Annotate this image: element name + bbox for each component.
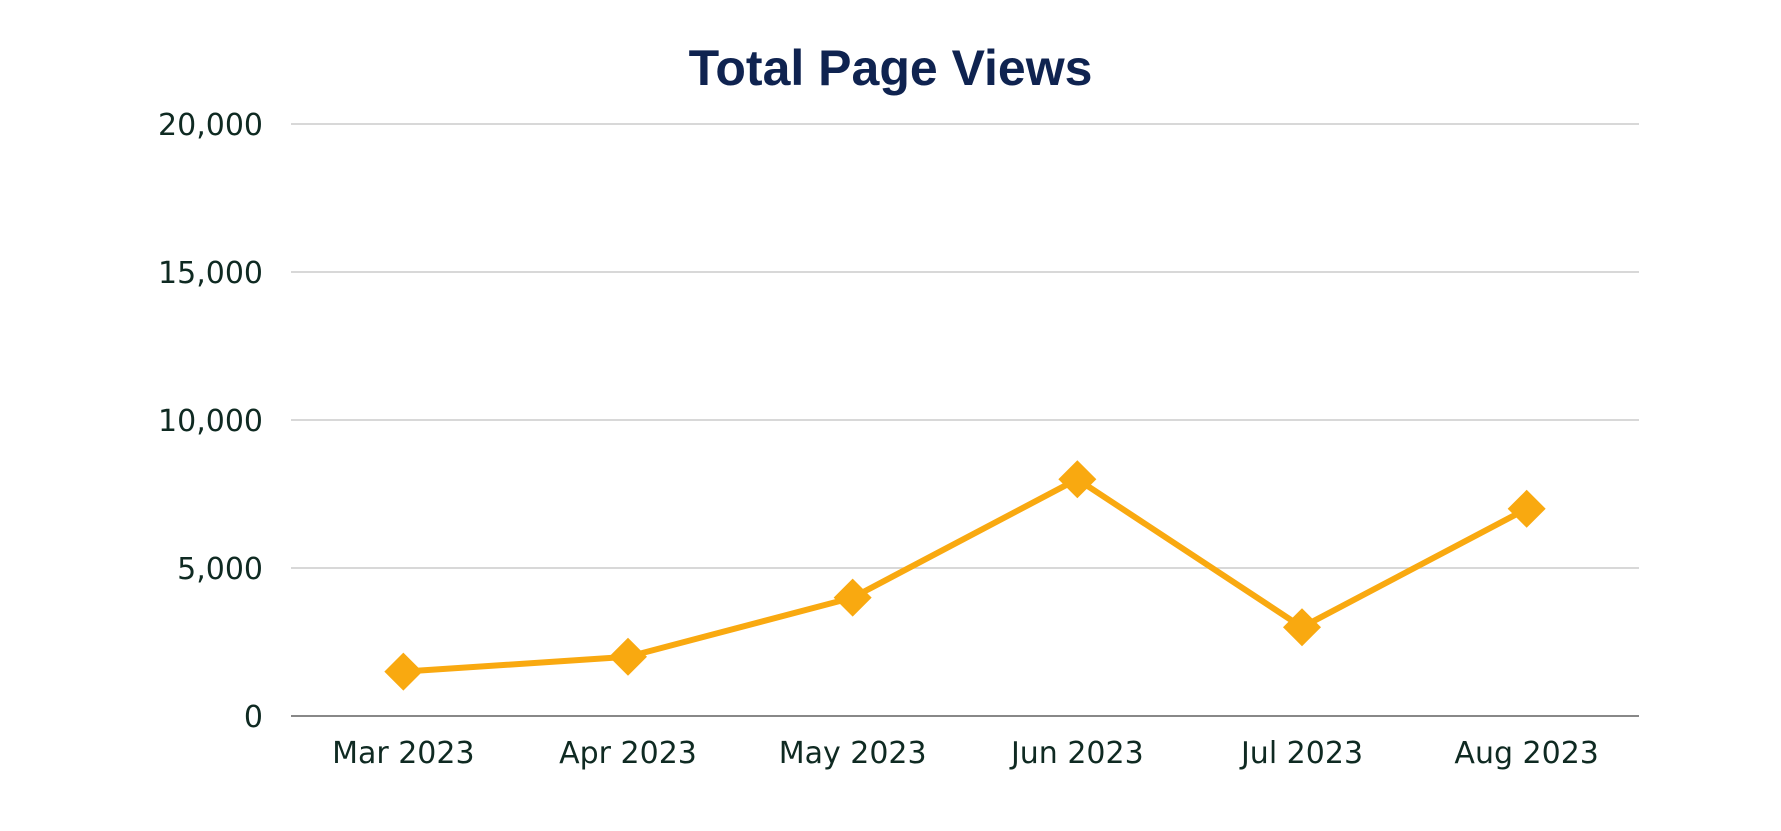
series-line (400, 476, 1530, 675)
x-tick-label: Aug 2023 (1454, 736, 1598, 771)
data-point-marker (833, 578, 872, 617)
y-tick-label: 20,000 (158, 108, 263, 143)
x-tick-label: Jul 2023 (1239, 736, 1363, 771)
x-tick-label: Apr 2023 (559, 736, 697, 771)
data-point-marker (1058, 460, 1097, 499)
series-layer (384, 460, 1546, 691)
data-point-marker (609, 637, 647, 676)
y-tick-label: 0 (244, 700, 263, 735)
chart-title: Total Page Views (688, 40, 1093, 96)
data-point-marker (384, 652, 423, 691)
data-point-marker (1283, 608, 1321, 647)
x-axis-tick-labels: Mar 2023 Apr 2023 May 2023 Jun 2023 Jul 2023… (332, 736, 1599, 771)
y-tick-label: 15,000 (158, 256, 263, 291)
y-axis-tick-labels: 0 5,000 10,000 15,000 20,000 (158, 108, 263, 735)
x-tick-label: Mar 2023 (332, 736, 475, 771)
y-tick-label: 10,000 (158, 404, 263, 439)
x-tick-label: May 2023 (779, 736, 927, 771)
y-tick-label: 5,000 (177, 552, 263, 587)
data-point-marker (1507, 489, 1546, 528)
grid-lines (291, 123, 1639, 717)
x-tick-label: Jun 2023 (1009, 736, 1144, 771)
